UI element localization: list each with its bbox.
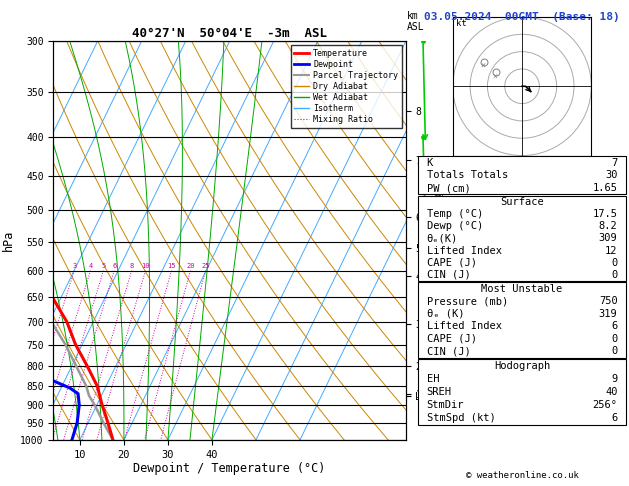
Text: Hodograph: Hodograph bbox=[494, 361, 550, 371]
Text: Lifted Index: Lifted Index bbox=[426, 321, 501, 331]
Text: 40: 40 bbox=[605, 387, 618, 397]
Text: K: K bbox=[426, 158, 433, 168]
Text: kt: kt bbox=[456, 18, 467, 28]
Text: 8.2: 8.2 bbox=[599, 221, 618, 231]
Text: 03.05.2024  00GMT  (Base: 18): 03.05.2024 00GMT (Base: 18) bbox=[424, 12, 620, 22]
Title: 40°27'N  50°04'E  -3m  ASL: 40°27'N 50°04'E -3m ASL bbox=[132, 27, 327, 40]
Text: 30: 30 bbox=[605, 171, 618, 180]
Text: PW (cm): PW (cm) bbox=[426, 183, 470, 193]
Text: 9: 9 bbox=[611, 374, 618, 384]
Text: StmDir: StmDir bbox=[426, 400, 464, 410]
Text: StmSpd (kt): StmSpd (kt) bbox=[426, 413, 496, 423]
Text: 0: 0 bbox=[611, 258, 618, 268]
Text: 12: 12 bbox=[605, 245, 618, 256]
Text: 25: 25 bbox=[201, 263, 210, 269]
Legend: Temperature, Dewpoint, Parcel Trajectory, Dry Adiabat, Wet Adiabat, Isotherm, Mi: Temperature, Dewpoint, Parcel Trajectory… bbox=[291, 46, 401, 128]
Text: Pressure (mb): Pressure (mb) bbox=[426, 296, 508, 306]
Text: 17.5: 17.5 bbox=[593, 209, 618, 219]
Text: ×: × bbox=[493, 72, 498, 81]
Text: θₑ(K): θₑ(K) bbox=[426, 233, 458, 243]
Text: 0: 0 bbox=[611, 347, 618, 356]
Y-axis label: Mixing Ratio (g/kg): Mixing Ratio (g/kg) bbox=[435, 185, 445, 296]
Text: 10: 10 bbox=[141, 263, 150, 269]
Text: Dewp (°C): Dewp (°C) bbox=[426, 221, 483, 231]
Text: EH: EH bbox=[426, 374, 439, 384]
Text: 256°: 256° bbox=[593, 400, 618, 410]
Text: 309: 309 bbox=[599, 233, 618, 243]
Y-axis label: hPa: hPa bbox=[2, 230, 14, 251]
Text: © weatheronline.co.uk: © weatheronline.co.uk bbox=[465, 471, 579, 480]
Text: CAPE (J): CAPE (J) bbox=[426, 258, 477, 268]
Text: Totals Totals: Totals Totals bbox=[426, 171, 508, 180]
Text: 319: 319 bbox=[599, 309, 618, 319]
Text: 15: 15 bbox=[167, 263, 175, 269]
Text: Lifted Index: Lifted Index bbox=[426, 245, 501, 256]
Text: CAPE (J): CAPE (J) bbox=[426, 334, 477, 344]
Text: Surface: Surface bbox=[500, 197, 544, 207]
Text: 0: 0 bbox=[611, 334, 618, 344]
Text: CIN (J): CIN (J) bbox=[426, 347, 470, 356]
Text: 6: 6 bbox=[611, 413, 618, 423]
Text: 3: 3 bbox=[72, 263, 76, 269]
Text: 7: 7 bbox=[611, 158, 618, 168]
Text: θₑ (K): θₑ (K) bbox=[426, 309, 464, 319]
Text: 8: 8 bbox=[130, 263, 134, 269]
Text: 1.65: 1.65 bbox=[593, 183, 618, 193]
Text: 0: 0 bbox=[611, 270, 618, 280]
X-axis label: Dewpoint / Temperature (°C): Dewpoint / Temperature (°C) bbox=[133, 462, 326, 475]
Text: 4: 4 bbox=[88, 263, 92, 269]
Text: 20: 20 bbox=[186, 263, 195, 269]
Text: 5: 5 bbox=[101, 263, 106, 269]
Text: Most Unstable: Most Unstable bbox=[481, 284, 563, 294]
Text: 6: 6 bbox=[611, 321, 618, 331]
Text: km
ASL: km ASL bbox=[407, 11, 425, 32]
Text: SREH: SREH bbox=[426, 387, 452, 397]
Text: 6: 6 bbox=[112, 263, 116, 269]
Text: CIN (J): CIN (J) bbox=[426, 270, 470, 280]
Text: ×: × bbox=[481, 62, 486, 71]
Text: Temp (°C): Temp (°C) bbox=[426, 209, 483, 219]
Text: 750: 750 bbox=[599, 296, 618, 306]
